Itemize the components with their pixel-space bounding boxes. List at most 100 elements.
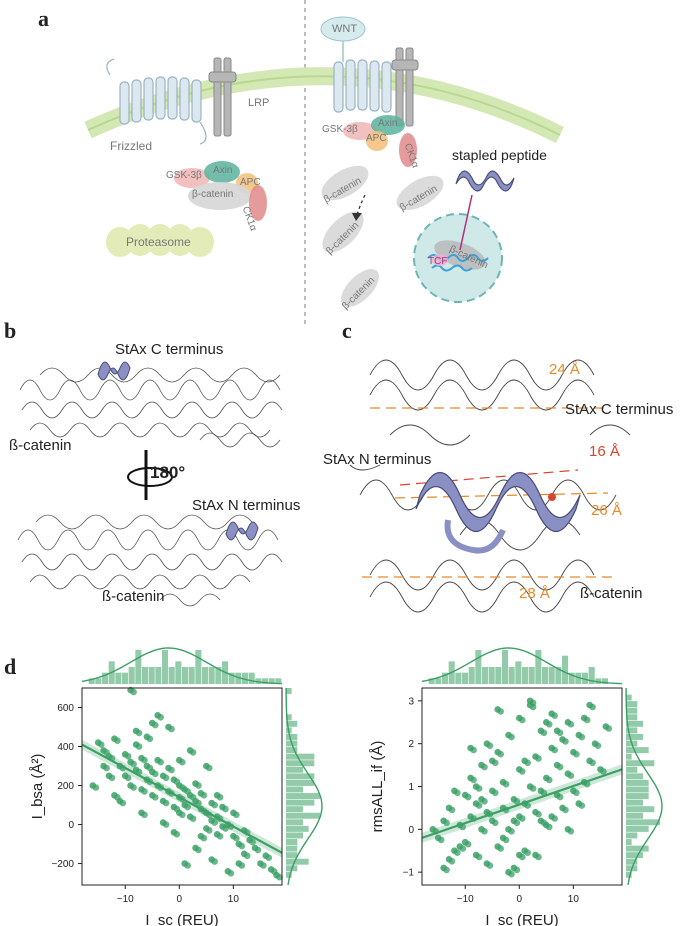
histogram-bar bbox=[262, 678, 269, 684]
label-frizzled: Frizzled bbox=[110, 139, 153, 153]
y-tick-label: 0 bbox=[408, 825, 414, 836]
scatter-point bbox=[233, 811, 240, 819]
histogram-bar bbox=[195, 650, 202, 684]
scatter-points bbox=[89, 686, 280, 879]
histogram-bar bbox=[228, 672, 235, 684]
plot-frame bbox=[81, 687, 283, 886]
y-tick-label: 0 bbox=[68, 820, 74, 831]
scatter-point bbox=[168, 766, 175, 774]
point-cloud-core bbox=[432, 699, 613, 878]
histogram-bar bbox=[122, 672, 129, 684]
scatter-point bbox=[551, 712, 558, 719]
scatter-point bbox=[448, 806, 456, 814]
scatter-point bbox=[92, 784, 100, 791]
scatter-chart-left: −10 0 10 600 400 200 0 −200 I_sc (REU) I_bsa (Å²) bbox=[29, 647, 323, 926]
scatter-point bbox=[529, 785, 537, 792]
scatter-point bbox=[195, 846, 202, 854]
histogram-bar bbox=[286, 825, 309, 832]
histogram-bar bbox=[575, 672, 582, 684]
histogram-bar bbox=[202, 667, 209, 684]
scatter-point bbox=[535, 810, 542, 818]
scatter-point bbox=[546, 721, 553, 728]
scatter-point bbox=[567, 721, 575, 728]
lrp-coreceptor bbox=[208, 57, 237, 137]
histogram-bar bbox=[475, 650, 482, 684]
scatter-point bbox=[173, 805, 181, 813]
scatter-point bbox=[519, 853, 526, 861]
y-tick-label: −1 bbox=[403, 868, 415, 879]
panel-letter-d: d bbox=[4, 654, 17, 679]
scatter-point bbox=[529, 699, 537, 707]
scatter-point bbox=[173, 831, 181, 838]
scatter-point bbox=[206, 827, 213, 834]
tcf bbox=[432, 254, 448, 266]
scatter-point bbox=[184, 803, 191, 811]
histogram-bar bbox=[175, 661, 182, 684]
histogram-bar bbox=[142, 667, 149, 684]
scatter-point bbox=[535, 755, 542, 762]
histogram-bar bbox=[286, 839, 298, 845]
histogram-bar bbox=[102, 672, 109, 684]
histogram-bar bbox=[135, 650, 142, 684]
histogram-bar bbox=[626, 812, 643, 819]
histogram-bar bbox=[275, 678, 282, 684]
scatter-point bbox=[108, 774, 116, 782]
scatter-point bbox=[454, 849, 461, 856]
scatter-point bbox=[573, 750, 580, 758]
frizzled-receptor bbox=[106, 58, 207, 145]
frizzled-receptor-right bbox=[333, 59, 392, 113]
histogram-bar bbox=[242, 672, 249, 684]
point-cloud-core bbox=[92, 688, 283, 881]
histogram-bar bbox=[626, 871, 632, 878]
scatter-point bbox=[195, 799, 202, 807]
scatter-point bbox=[195, 782, 202, 789]
scatter-point bbox=[130, 784, 137, 791]
scatter-point bbox=[152, 770, 159, 778]
scatter-point bbox=[119, 799, 127, 807]
histogram-bar bbox=[626, 760, 655, 767]
scatter-point bbox=[508, 828, 515, 835]
beta-catenin-top-ribbon bbox=[19, 367, 283, 448]
scatter-point bbox=[124, 753, 132, 760]
histogram-bar bbox=[626, 707, 638, 714]
label-tcf: TCF bbox=[428, 256, 448, 267]
scatter-point bbox=[103, 749, 110, 756]
scatter-point bbox=[470, 776, 477, 784]
panel-letter-c: c bbox=[342, 318, 352, 343]
label-beta-catenin-left: β-catenin bbox=[192, 189, 234, 200]
scatter-point bbox=[475, 853, 483, 861]
histogram-bar bbox=[235, 672, 242, 684]
scatter-point bbox=[573, 789, 580, 797]
scatter-point bbox=[270, 868, 278, 875]
scatter-point bbox=[578, 733, 586, 741]
scatter-point bbox=[238, 842, 246, 850]
scatter-point bbox=[265, 854, 273, 861]
scatter-point bbox=[470, 746, 477, 754]
histogram-bar bbox=[115, 672, 122, 684]
x-tick-label: 10 bbox=[228, 894, 240, 905]
histogram-bar bbox=[626, 832, 638, 839]
scatter-point bbox=[184, 788, 191, 795]
scatter-point bbox=[556, 763, 564, 771]
panel-letter-a: a bbox=[38, 6, 49, 31]
lrp-coreceptor-right bbox=[391, 47, 419, 127]
histogram-bar bbox=[286, 845, 298, 852]
scatter-point bbox=[162, 774, 170, 782]
scatter-point bbox=[141, 811, 148, 819]
scatter-point bbox=[594, 742, 602, 749]
label-apc-left: APC bbox=[240, 177, 261, 188]
scatter-point bbox=[179, 784, 186, 791]
label-lrp: LRP bbox=[248, 97, 270, 109]
histogram-bar bbox=[626, 727, 638, 734]
histogram-bar bbox=[626, 779, 649, 786]
panel-c-structure bbox=[349, 359, 631, 613]
scatter-point bbox=[562, 738, 569, 745]
histogram-bar bbox=[286, 747, 298, 754]
proteasome bbox=[106, 224, 214, 257]
histogram-bar bbox=[626, 694, 632, 701]
histogram-bar bbox=[268, 678, 275, 684]
scatter-point bbox=[481, 763, 488, 771]
histogram-bar bbox=[286, 714, 292, 721]
label-rotation: 180° bbox=[150, 463, 186, 482]
histogram-bar bbox=[155, 667, 162, 684]
